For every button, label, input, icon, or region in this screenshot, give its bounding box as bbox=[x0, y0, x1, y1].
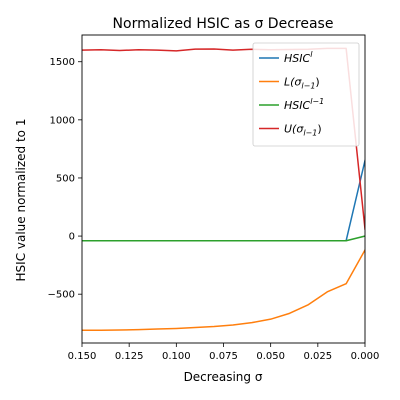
legend-label-1: HSICl bbox=[284, 50, 313, 65]
series-line-3 bbox=[82, 235, 365, 242]
x-tick-label: 0.050 bbox=[256, 351, 285, 362]
x-tick-label: 0.100 bbox=[162, 351, 191, 362]
x-tick-label: 0.150 bbox=[68, 351, 97, 362]
y-tick-label: 1500 bbox=[50, 57, 75, 68]
chart-title: Normalized HSIC as σ Decrease bbox=[113, 16, 334, 32]
x-tick-label: 0.000 bbox=[351, 351, 380, 362]
x-tick-label: 0.075 bbox=[209, 351, 238, 362]
series-line-2 bbox=[82, 248, 365, 331]
chart-legend: HSICl L(σl−1) HSICl−1 U(σl−1) bbox=[252, 42, 360, 147]
y-tick-label: 0 bbox=[69, 232, 75, 243]
legend-label-4: U(σl−1) bbox=[284, 123, 322, 138]
y-axis-label: HSIC value normalized to 1 bbox=[14, 119, 28, 282]
legend-label-3: HSICl−1 bbox=[284, 97, 324, 112]
y-tick-label: 500 bbox=[56, 173, 75, 184]
legend-label-2: L(σl−1) bbox=[284, 76, 320, 91]
y-tick-label: −500 bbox=[48, 290, 75, 301]
x-axis-ticks: 0.150 0.125 0.100 0.075 0.050 0.025 0.000 bbox=[68, 343, 380, 362]
x-tick-label: 0.125 bbox=[115, 351, 144, 362]
x-tick-label: 0.025 bbox=[304, 351, 333, 362]
x-axis-label: Decreasing σ bbox=[184, 370, 263, 384]
legend-box bbox=[252, 42, 360, 147]
y-axis-ticks: −500 0 500 1000 1500 bbox=[48, 57, 82, 301]
y-tick-label: 1000 bbox=[50, 115, 75, 126]
